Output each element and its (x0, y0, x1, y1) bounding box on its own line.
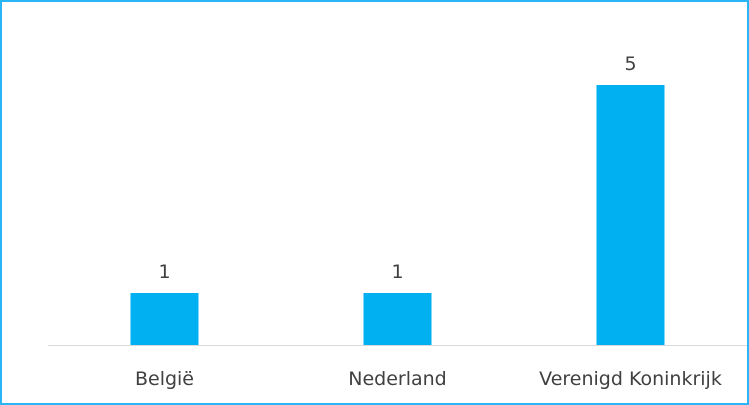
data-label-2: 5 (624, 53, 636, 75)
data-label-0: 1 (158, 261, 170, 283)
data-label-group: 1 1 5 (158, 53, 636, 283)
bar-2 (597, 85, 665, 345)
category-label-0: België (135, 368, 194, 390)
bar-0 (131, 293, 199, 345)
bar-group (131, 85, 665, 345)
category-label-group: België Nederland Verenigd Koninkrijk (135, 368, 722, 390)
bar-1 (364, 293, 432, 345)
data-label-1: 1 (391, 261, 403, 283)
category-label-1: Nederland (348, 368, 447, 390)
category-label-2: Verenigd Koninkrijk (539, 368, 722, 390)
